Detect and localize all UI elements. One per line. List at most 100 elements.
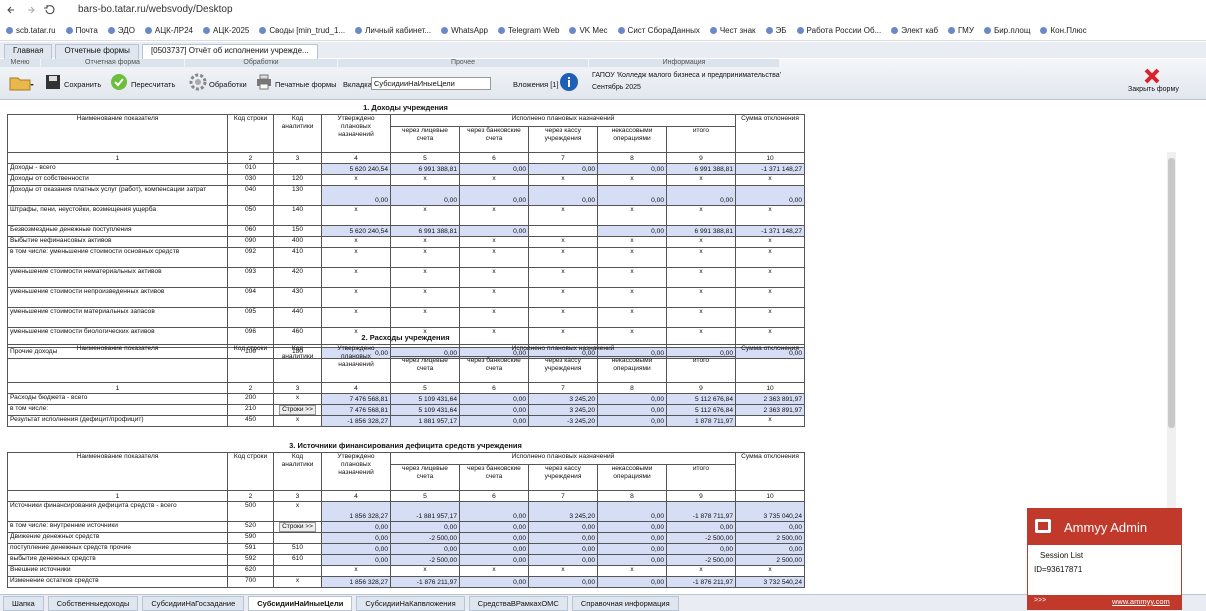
value-cell[interactable]: 3 245,20 <box>528 393 598 405</box>
value-cell[interactable]: 6 991 388,81 <box>666 225 736 237</box>
value-cell[interactable]: -2 500,00 <box>390 532 460 544</box>
value-cell[interactable]: 0,00 <box>597 393 667 405</box>
value-cell[interactable]: 0,00 <box>597 543 667 555</box>
bookmark[interactable]: ГМУ <box>948 26 974 35</box>
value-cell[interactable]: -2 500,00 <box>390 554 460 566</box>
value-cell[interactable]: 0,00 <box>321 521 391 533</box>
sheet-tab[interactable]: Справочная информация <box>571 596 679 611</box>
bookmark[interactable]: Своды [min_trud_1... <box>259 26 345 35</box>
value-cell[interactable]: 0,00 <box>735 543 805 555</box>
menu-icon[interactable] <box>8 72 36 92</box>
value-cell[interactable]: 0,00 <box>528 185 598 206</box>
value-cell[interactable]: 0,00 <box>459 163 529 175</box>
bookmark[interactable]: Telegram Web <box>498 26 559 35</box>
bookmark[interactable]: Личный кабинет... <box>355 26 431 35</box>
value-cell[interactable]: 0,00 <box>321 532 391 544</box>
value-cell[interactable]: 0,00 <box>459 521 529 533</box>
value-cell[interactable]: -2 500,00 <box>666 532 736 544</box>
bookmark[interactable]: Почта <box>66 26 98 35</box>
value-cell[interactable]: 5 620 240,54 <box>321 225 391 237</box>
recalc-icon[interactable] <box>110 73 128 91</box>
value-cell[interactable]: 0,00 <box>597 501 667 522</box>
value-cell[interactable]: 6 991 388,81 <box>390 163 460 175</box>
value-cell[interactable]: 3 735 040,24 <box>735 501 805 522</box>
value-cell[interactable]: 5 109 431,64 <box>390 404 460 416</box>
value-cell[interactable]: 0,00 <box>528 521 598 533</box>
value-cell[interactable]: 0,00 <box>735 521 805 533</box>
sheet-tab[interactable]: СубсидииНаКапвложения <box>356 596 465 611</box>
value-cell[interactable]: 7 476 568,81 <box>321 393 391 405</box>
value-cell[interactable]: -1 371 148,27 <box>735 225 805 237</box>
value-cell[interactable]: 7 476 568,81 <box>321 404 391 416</box>
value-cell[interactable]: 2 500,00 <box>735 554 805 566</box>
sheet-tab[interactable]: Собственныедоходы <box>47 596 139 611</box>
scrollbar[interactable] <box>1167 152 1176 592</box>
ammyy-link[interactable]: www.ammyy.com <box>1112 597 1170 606</box>
bookmark[interactable]: WhatsApp <box>441 26 488 35</box>
print-button[interactable]: Печатные формы <box>275 80 337 89</box>
value-cell[interactable]: 0,00 <box>321 185 391 206</box>
value-cell[interactable]: -1 881 957,17 <box>390 501 460 522</box>
recalc-button[interactable]: Пересчитать <box>131 80 176 89</box>
value-cell[interactable]: 0,00 <box>459 501 529 522</box>
value-cell[interactable]: 3 732 540,24 <box>735 576 805 588</box>
attachments-button[interactable]: Вложения [1] <box>513 80 559 89</box>
sheet-tab[interactable]: СубсидииНаГосзадание <box>142 596 245 611</box>
rows-button[interactable]: Строки >> <box>279 405 316 415</box>
value-cell[interactable]: 3 245,20 <box>528 404 598 416</box>
value-cell[interactable]: 0,00 <box>528 532 598 544</box>
bookmark[interactable]: Бир.площ <box>984 26 1031 35</box>
bookmark[interactable]: АЦК-ЛР24 <box>145 26 193 35</box>
value-cell[interactable]: 6 991 388,81 <box>666 163 736 175</box>
value-cell[interactable]: 0,00 <box>459 185 529 206</box>
value-cell[interactable]: 5 112 676,84 <box>666 393 736 405</box>
value-cell[interactable]: 5 109 431,64 <box>390 393 460 405</box>
bookmark[interactable]: Кон.Плюс <box>1040 26 1086 35</box>
value-cell[interactable]: 0,00 <box>459 404 529 416</box>
tab-select[interactable]: СубсидииНаИныеЦели <box>371 77 491 90</box>
value-cell[interactable]: 0,00 <box>459 554 529 566</box>
value-cell[interactable]: -3 245,20 <box>528 415 598 427</box>
save-button[interactable]: Сохранить <box>64 80 102 89</box>
processing-button[interactable]: Обработки <box>209 80 247 89</box>
value-cell[interactable]: 0,00 <box>597 532 667 544</box>
value-cell[interactable]: 0,00 <box>459 415 529 427</box>
value-cell[interactable]: 0,00 <box>390 543 460 555</box>
value-cell[interactable]: 0,00 <box>528 576 598 588</box>
value-cell[interactable]: 0,00 <box>597 576 667 588</box>
close-button[interactable]: Закрыть форму <box>1128 86 1179 93</box>
bookmark[interactable]: Элект каб <box>891 26 938 35</box>
info-icon[interactable] <box>559 72 579 92</box>
gear-icon[interactable] <box>189 73 207 91</box>
value-cell[interactable]: 5 112 676,84 <box>666 404 736 416</box>
value-cell[interactable]: -2 500,00 <box>666 554 736 566</box>
value-cell[interactable]: 1 878 711,97 <box>666 415 736 427</box>
rows-button[interactable]: Строки >> <box>279 522 316 532</box>
value-cell[interactable]: -1 371 148,27 <box>735 163 805 175</box>
bookmark[interactable]: АЦК-2025 <box>203 26 249 35</box>
value-cell[interactable]: 3 245,20 <box>528 501 598 522</box>
value-cell[interactable]: 0,00 <box>390 185 460 206</box>
value-cell[interactable]: 0,00 <box>597 415 667 427</box>
value-cell[interactable]: 0,00 <box>597 521 667 533</box>
bookmark[interactable]: VK Мес <box>569 26 607 35</box>
save-icon[interactable] <box>45 74 61 90</box>
value-cell[interactable]: 2 363 891,97 <box>735 404 805 416</box>
value-cell[interactable]: 0,00 <box>597 163 667 175</box>
bookmark[interactable]: ЭБ <box>766 26 787 35</box>
sheet-tab[interactable]: СубсидииНаИныеЦели <box>248 596 353 611</box>
value-cell[interactable]: 0,00 <box>528 543 598 555</box>
value-cell[interactable]: 6 991 388,81 <box>390 225 460 237</box>
nav-buttons[interactable] <box>6 3 66 17</box>
print-icon[interactable] <box>255 73 273 91</box>
value-cell[interactable]: 0,00 <box>459 532 529 544</box>
value-cell[interactable]: 0,00 <box>666 185 736 206</box>
value-cell[interactable]: 1 856 328,27 <box>321 501 391 522</box>
value-cell[interactable]: 0,00 <box>459 225 529 237</box>
value-cell[interactable]: 2 500,00 <box>735 532 805 544</box>
value-cell[interactable]: 0,00 <box>528 554 598 566</box>
value-cell[interactable]: 0,00 <box>666 543 736 555</box>
value-cell[interactable]: 0,00 <box>459 393 529 405</box>
bookmark[interactable]: Работа России Об... <box>797 26 882 35</box>
sheet-tab[interactable]: Шапка <box>3 596 44 611</box>
